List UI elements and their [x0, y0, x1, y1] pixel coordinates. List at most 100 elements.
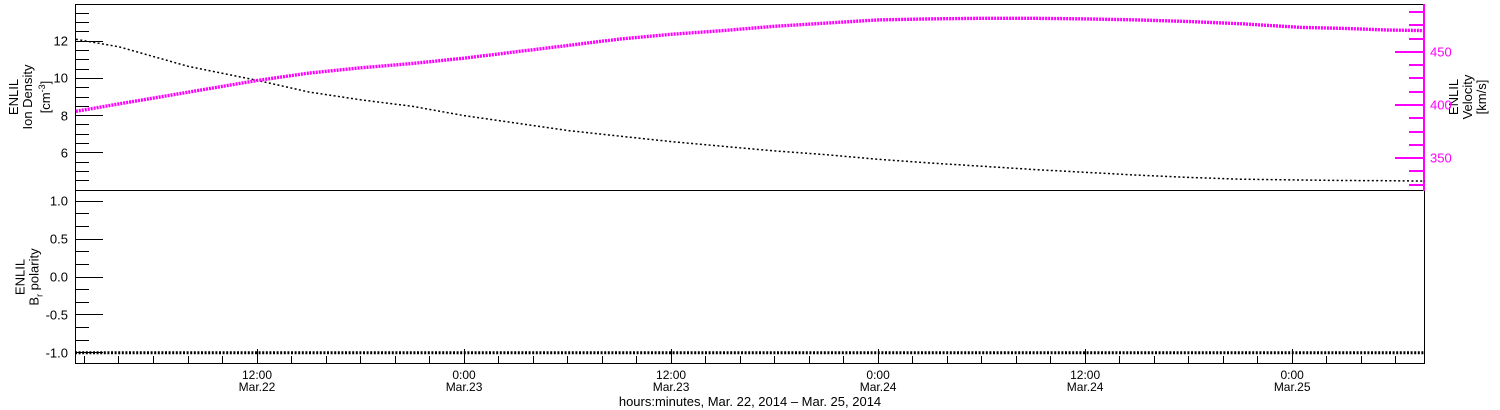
time-minor-tick [83, 356, 85, 363]
density-minor-tick [76, 105, 89, 107]
velocity-minor-tick [1409, 143, 1423, 146]
velocity-minor-tick [1409, 10, 1423, 13]
time-minor-tick [394, 356, 396, 363]
polarity-tick-label: 0.0 [49, 269, 68, 285]
polarity-major-tick [76, 314, 103, 316]
time-minor-tick [808, 356, 810, 363]
velocity-tick-label: 350 [1430, 150, 1452, 166]
density-minor-tick [76, 170, 89, 172]
density-minor-tick [76, 87, 89, 89]
time-tick-hour-label: 0:00 [452, 368, 476, 382]
time-minor-tick [739, 356, 741, 363]
velocity-minor-tick [1409, 117, 1423, 120]
density-tick-label: 6 [60, 145, 68, 161]
time-minor-tick [636, 356, 638, 363]
polarity-minor-tick [76, 213, 89, 215]
polarity-tick-label: -1.0 [45, 345, 68, 361]
time-minor-tick [1360, 356, 1362, 363]
time-minor-tick [360, 356, 362, 363]
polarity-minor-tick [76, 339, 89, 341]
time-tick-date-label: Mar.22 [238, 380, 276, 394]
time-minor-tick [774, 356, 776, 363]
time-minor-tick [567, 356, 569, 363]
time-minor-tick [498, 356, 500, 363]
time-tick-date-label: Mar.24 [1066, 380, 1104, 394]
density-velocity-panel [75, 4, 1425, 191]
time-minor-tick [1050, 356, 1052, 363]
polarity-minor-tick [76, 289, 89, 291]
time-major-tick [877, 349, 879, 363]
density-tick-label: 12 [53, 33, 68, 49]
density-tick-label: 10 [53, 70, 68, 86]
time-minor-tick [1119, 356, 1121, 363]
time-major-tick [670, 349, 672, 363]
polarity-panel [75, 190, 1425, 364]
velocity-minor-tick [1409, 90, 1423, 93]
density-tick-label: 8 [60, 108, 68, 124]
polarity-minor-tick [76, 263, 89, 265]
velocity-minor-tick [1409, 37, 1423, 40]
density-minor-tick [76, 133, 89, 135]
time-major-tick [1291, 349, 1293, 363]
time-tick-date-label: Mar.25 [1273, 380, 1311, 394]
density-minor-tick [76, 59, 89, 61]
time-tick-hour-label: 0:00 [1280, 368, 1304, 382]
velocity-major-tick [1395, 50, 1423, 53]
polarity-major-tick [76, 276, 103, 278]
time-minor-tick [1395, 356, 1397, 363]
time-minor-tick [1015, 356, 1017, 363]
time-minor-tick [843, 356, 845, 363]
time-minor-tick [291, 356, 293, 363]
time-major-tick [256, 349, 258, 363]
polarity-minor-tick [76, 301, 89, 303]
time-minor-tick [1326, 356, 1328, 363]
velocity-axis-title-line2: Velocity [1460, 74, 1475, 120]
time-minor-tick [912, 356, 914, 363]
time-minor-tick [222, 356, 223, 363]
density-minor-tick [76, 96, 89, 98]
time-major-tick [463, 349, 465, 363]
time-axis-title: hours:minutes, Mar. 22, 2014 – Mar. 25, … [618, 394, 882, 409]
velocity-minor-tick [1409, 183, 1423, 186]
time-minor-tick [118, 356, 120, 363]
time-minor-tick [532, 356, 534, 363]
density-major-tick [76, 40, 103, 42]
density-minor-tick [76, 124, 89, 126]
time-tick-date-label: Mar.23 [445, 380, 483, 394]
time-tick-hour-label: 12:00 [1070, 368, 1101, 382]
density-minor-tick [76, 143, 89, 144]
polarity-tick-label: 1.0 [49, 193, 68, 209]
polarity-minor-tick [76, 326, 89, 328]
velocity-axis-line [1423, 4, 1425, 191]
time-minor-tick [705, 356, 707, 363]
time-tick-hour-label: 12:00 [241, 368, 273, 382]
time-minor-tick [1153, 356, 1155, 363]
velocity-tick-label: 400 [1430, 97, 1452, 113]
velocity-minor-tick [1409, 130, 1423, 133]
time-minor-tick [1188, 356, 1190, 363]
density-minor-tick [76, 12, 89, 14]
time-tick-hour-label: 12:00 [656, 368, 687, 382]
velocity-axis-title: ENLIL Velocity [km/s] [1446, 74, 1489, 120]
polarity-major-tick [76, 238, 103, 240]
polarity-major-tick [76, 352, 103, 354]
polarity-minor-tick [76, 226, 89, 228]
density-minor-tick [76, 50, 89, 51]
density-minor-tick [76, 68, 89, 70]
time-minor-tick [1222, 356, 1224, 363]
velocity-axis-unit: [km/s] [1474, 79, 1489, 115]
velocity-minor-tick [1409, 24, 1423, 27]
density-major-tick [76, 115, 103, 117]
velocity-minor-tick [1409, 77, 1423, 80]
density-major-tick [76, 152, 103, 154]
velocity-minor-tick [1409, 170, 1423, 173]
density-minor-tick [76, 22, 89, 24]
polarity-tick-label: 0.5 [49, 231, 68, 247]
time-tick-date-label: Mar.24 [859, 380, 897, 394]
density-major-tick [76, 77, 103, 79]
time-minor-tick [1257, 356, 1259, 363]
polarity-major-tick [76, 200, 103, 202]
time-minor-tick [187, 356, 189, 363]
time-major-tick [1084, 349, 1086, 363]
